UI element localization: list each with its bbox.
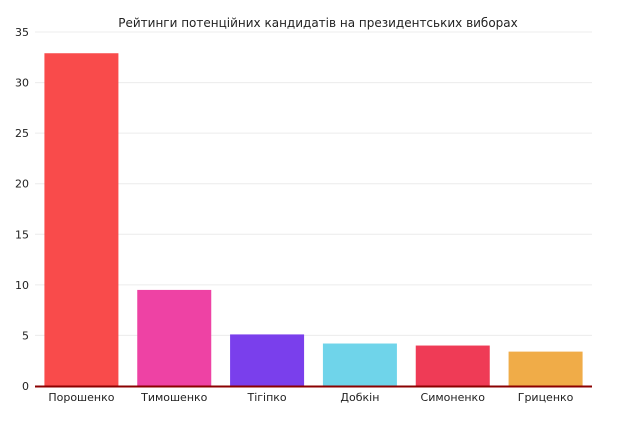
- bar-2[interactable]: [137, 289, 212, 386]
- y-tick-label: 5: [22, 329, 29, 342]
- x-tick-label: Тимошенко: [140, 391, 208, 404]
- bars: [44, 53, 583, 387]
- x-tick-label: Гриценко: [518, 391, 574, 404]
- x-tick-label: Тігіпко: [246, 391, 286, 404]
- y-tick-label: 10: [15, 279, 29, 292]
- bar-1[interactable]: [44, 53, 119, 387]
- x-tick-label: Добкін: [340, 391, 379, 404]
- bar-5[interactable]: [415, 345, 490, 386]
- y-tick-label: 20: [15, 178, 29, 191]
- y-tick-label: 25: [15, 127, 29, 140]
- y-tick-label: 0: [22, 380, 29, 393]
- x-tick-labels: Порошенко Тимошенко Тігіпко Добкін Симоненко…: [48, 391, 573, 404]
- bar-6[interactable]: [508, 351, 583, 386]
- grid: [35, 31, 592, 336]
- x-tick-label: Порошенко: [48, 391, 114, 404]
- y-tick-label: 15: [15, 228, 29, 241]
- x-tick-label: Симоненко: [421, 391, 486, 404]
- bar-4[interactable]: [322, 343, 397, 386]
- y-tick-label: 30: [15, 77, 29, 90]
- y-tick-labels: 0 5 10 15 20 25 30 35: [15, 26, 29, 393]
- chart-title: Рейтинги потенційних кандидатів на прези…: [118, 16, 518, 30]
- y-tick-label: 35: [15, 26, 29, 39]
- bar-3[interactable]: [230, 334, 305, 386]
